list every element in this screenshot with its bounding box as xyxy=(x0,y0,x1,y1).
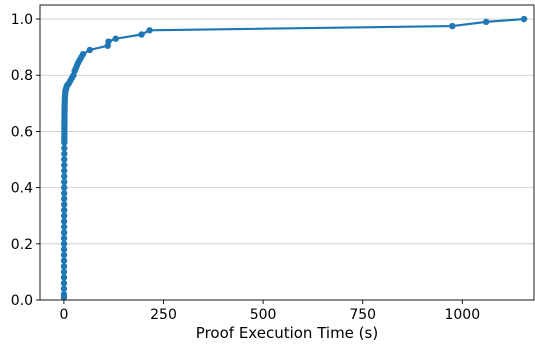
data-point xyxy=(112,35,119,42)
y-tick-label: 0.2 xyxy=(11,237,33,253)
data-point xyxy=(60,291,68,298)
data-point xyxy=(60,229,68,236)
data-point xyxy=(60,201,68,208)
gridlines xyxy=(40,18,534,301)
data-point xyxy=(60,274,68,281)
data-point xyxy=(79,50,87,58)
data-point xyxy=(60,212,68,219)
x-tick-label: 1000 xyxy=(444,307,480,323)
data-point xyxy=(60,251,68,259)
data-point xyxy=(61,150,68,158)
y-tick-label: 0.0 xyxy=(11,293,33,309)
data-point xyxy=(449,22,456,30)
data-point xyxy=(61,156,68,163)
data-point xyxy=(86,46,93,54)
series-line-layer xyxy=(62,17,525,298)
data-point xyxy=(60,246,68,253)
data-point xyxy=(60,223,68,231)
y-tick-label: 0.4 xyxy=(11,181,33,197)
axes-frame xyxy=(39,4,535,301)
data-points xyxy=(60,15,528,301)
x-tick-label: 500 xyxy=(250,307,277,323)
data-point xyxy=(60,206,68,214)
cdf-series-line xyxy=(62,17,525,298)
data-point xyxy=(138,31,145,38)
plot-frame xyxy=(39,4,535,301)
data-point xyxy=(105,38,112,45)
data-point xyxy=(60,263,68,270)
data-point xyxy=(520,15,528,23)
data-point xyxy=(60,285,68,292)
data-point xyxy=(146,27,153,34)
x-axis-title: Proof Execution Time (s) xyxy=(196,324,378,342)
data-point xyxy=(61,161,68,169)
y-tick-label: 0.6 xyxy=(11,124,33,140)
data-point xyxy=(60,190,68,197)
data-point xyxy=(61,178,68,186)
data-point xyxy=(482,18,490,26)
data-point xyxy=(61,167,68,174)
y-tick-label: 1.0 xyxy=(11,12,33,28)
data-point xyxy=(60,257,68,264)
x-tick-label: 750 xyxy=(349,307,376,323)
data-point xyxy=(61,173,68,180)
data-point xyxy=(60,279,68,287)
data-point xyxy=(60,240,68,248)
data-point xyxy=(60,234,68,242)
data-point xyxy=(60,184,68,191)
y-axis-ticks: 0.0 0.2 0.4 0.6 0.8 1.0 xyxy=(11,12,40,309)
data-point xyxy=(60,268,68,276)
data-point xyxy=(60,218,68,225)
y-tick-label: 0.8 xyxy=(11,68,33,84)
x-tick-label: 0 xyxy=(59,307,68,323)
data-point xyxy=(61,145,68,152)
x-tick-label: 250 xyxy=(150,307,177,323)
data-point xyxy=(60,195,68,203)
x-axis-ticks: 0 250 500 750 1000 xyxy=(59,300,480,323)
